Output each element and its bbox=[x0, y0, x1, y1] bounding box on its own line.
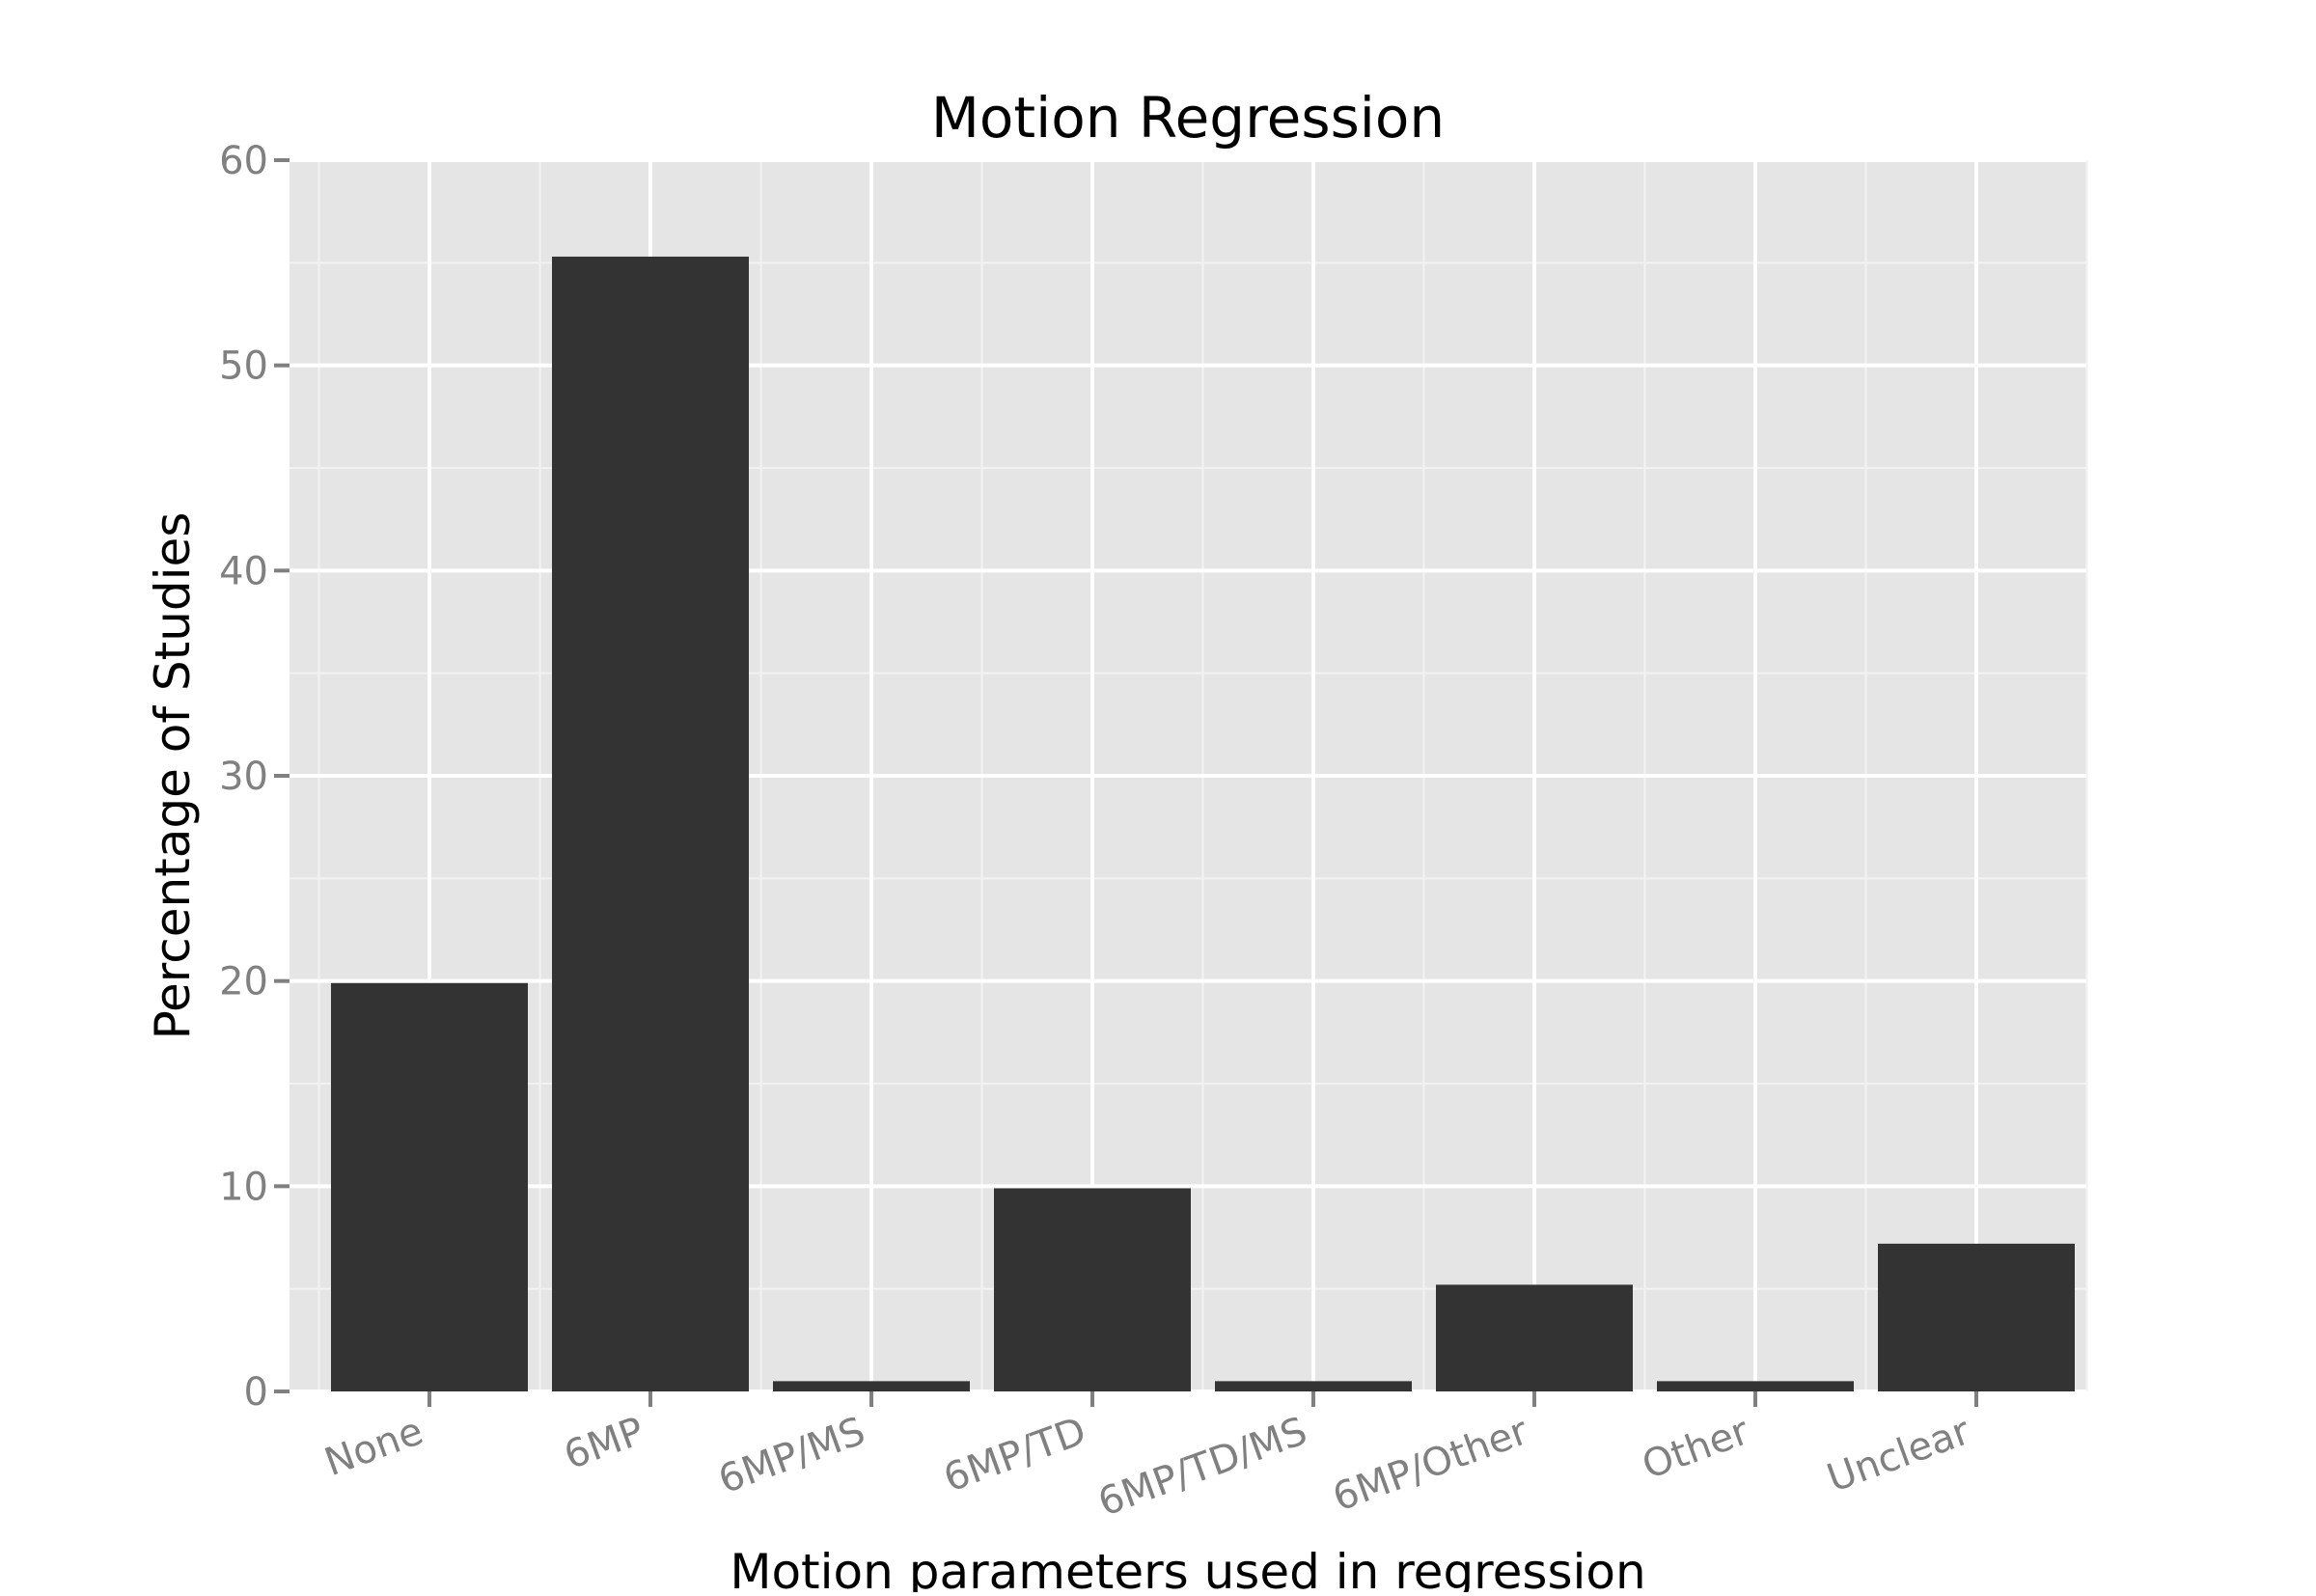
chart-title: Motion Regression bbox=[931, 85, 1445, 151]
bar-none bbox=[331, 982, 528, 1391]
x-tick-label: Unclear bbox=[1822, 1409, 1976, 1501]
x-tick-label: 6MP/MS bbox=[713, 1409, 871, 1502]
bars bbox=[331, 256, 2075, 1391]
y-tick-label: 30 bbox=[219, 755, 268, 799]
y-tick-label: 60 bbox=[219, 139, 268, 183]
x-tick-label: Other bbox=[1637, 1409, 1755, 1488]
y-tick-label: 20 bbox=[219, 960, 268, 1004]
bar-other bbox=[1657, 1381, 1854, 1391]
x-tick-label: 6MP/TD bbox=[938, 1409, 1091, 1500]
bar-6mp-ms bbox=[773, 1381, 970, 1391]
x-axis-label: Motion parameters used in regression bbox=[730, 1544, 1645, 1592]
y-tick-label: 50 bbox=[219, 344, 268, 389]
bar-6mp-td-ms bbox=[1215, 1381, 1412, 1391]
y-axis: 0 10 20 30 40 50 60 bbox=[219, 139, 290, 1415]
y-tick-label: 0 bbox=[244, 1370, 268, 1415]
x-tick-label: 6MP/TD/MS bbox=[1092, 1409, 1312, 1526]
y-tick-label: 40 bbox=[219, 549, 268, 593]
bar-6mp-td bbox=[994, 1188, 1191, 1391]
bar-6mp bbox=[552, 256, 749, 1391]
y-axis-label: Percentage of Studies bbox=[145, 512, 201, 1040]
x-tick-label: None bbox=[319, 1409, 429, 1485]
bar-unclear bbox=[1878, 1243, 2075, 1391]
x-tick-label: 6MP bbox=[559, 1409, 650, 1478]
x-tick-label: 6MP/Other bbox=[1327, 1409, 1534, 1521]
y-tick-label: 10 bbox=[219, 1165, 268, 1209]
bar-6mp-other bbox=[1436, 1284, 1633, 1391]
x-axis: None 6MP 6MP/MS 6MP/TD 6MP/TD/MS 6MP/Other Oth… bbox=[319, 1391, 1978, 1526]
